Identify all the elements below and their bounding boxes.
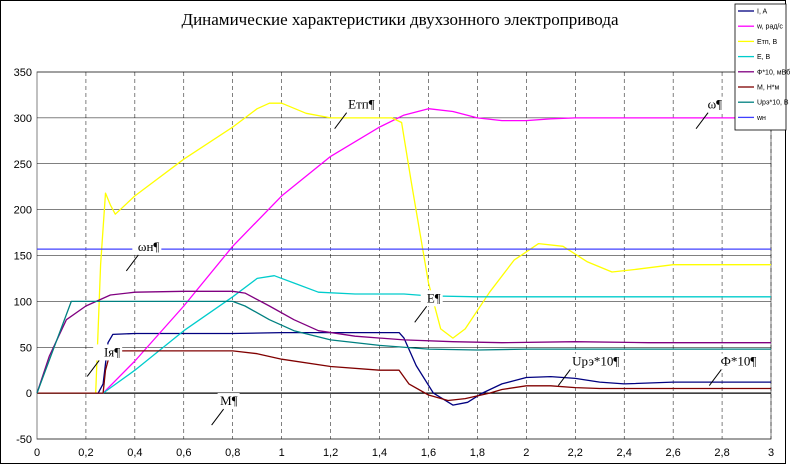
legend-box: [734, 3, 787, 131]
annotation-bg: [93, 344, 123, 361]
series-line-5: [37, 350, 771, 402]
annotation-bg: [217, 393, 240, 410]
y-tick-label: 300: [14, 113, 32, 125]
series-group: [36, 102, 771, 406]
y-tick-label: -50: [16, 434, 32, 446]
x-tick-label: 0,4: [127, 447, 142, 459]
series-line-2: [37, 102, 771, 394]
legend-entry: w, рад/с: [756, 24, 783, 31]
x-tick-label: 0,6: [176, 447, 191, 459]
y-tick-label: 0: [26, 388, 32, 400]
x-tick-label: 2,2: [568, 447, 583, 459]
annotation-leader: [708, 369, 722, 386]
annotation-leader: [334, 112, 348, 129]
y-tick-label: 50: [20, 342, 32, 354]
series-line-6: [36, 300, 771, 394]
annotation-bg: [702, 96, 725, 113]
annotation-label: Uрэ*10¶: [572, 354, 619, 369]
x-tick-label: 2,6: [665, 447, 680, 459]
x-tick-label: 2,4: [617, 447, 632, 459]
y-tick-label: 250: [14, 159, 32, 171]
annotation-bg: [715, 353, 759, 370]
legend-entry: wн: [756, 115, 766, 122]
annotation-label: Е¶: [427, 290, 441, 305]
annotation-bg: [420, 290, 443, 307]
series-line-4: [36, 290, 771, 394]
annotation-leader: [414, 305, 428, 323]
y-tick-label: 150: [14, 251, 32, 263]
x-tick-label: 1,2: [323, 447, 338, 459]
legend-entry: М, Н*м: [757, 85, 780, 92]
series-line-0: [37, 331, 771, 406]
annotation-bg: [564, 353, 622, 370]
legend-entry: Е, В: [757, 54, 771, 61]
annotation-bg: [132, 238, 162, 255]
legend-entry: Ф*10, мВб: [757, 68, 790, 76]
legend: I, A w, рад/с Етп, В Е, В Ф*10, мВб М, Н*м Uрэ…: [734, 3, 790, 131]
annotation-bg: [340, 96, 377, 113]
annotation-label: Iя¶: [104, 344, 120, 359]
x-tick-label: 2: [523, 447, 529, 459]
annotation-leader: [86, 360, 100, 377]
annotation-label: ω¶: [708, 97, 723, 112]
annotation-label: М¶: [220, 393, 238, 408]
annotations: Етп¶ ω¶ ωн¶ Е¶ Iя¶ М¶ Uрэ*10¶ Ф*10¶: [86, 96, 759, 426]
y-tick-label: 350: [14, 67, 32, 79]
annotation-label: ωн¶: [138, 239, 160, 254]
y-tick-label: 100: [14, 296, 32, 308]
legend-entry: Uрэ*10, В: [757, 100, 789, 107]
annotation-label: Ф*10¶: [721, 354, 757, 369]
annotation-leader: [557, 369, 571, 386]
x-tick-label: 1: [279, 447, 285, 459]
annotation-leader: [211, 408, 225, 426]
x-tick-label: 1,8: [470, 447, 485, 459]
annotation-leader: [695, 112, 709, 129]
x-tick-label: 3: [768, 447, 774, 459]
series-line-1: [37, 108, 771, 394]
x-tick-label: 2,8: [714, 447, 729, 459]
x-tick-label: 1,4: [372, 447, 387, 459]
legend-entry: Етп, В: [757, 39, 778, 46]
annotation-label: Етп¶: [348, 97, 375, 112]
annotation-leader: [125, 254, 139, 272]
x-tick-label: 0,2: [78, 447, 93, 459]
x-tick-label: 1,6: [421, 447, 436, 459]
x-tick-label: 0,8: [225, 447, 240, 459]
legend-entry: I, A: [757, 9, 767, 16]
x-tick-label: 0: [34, 447, 40, 459]
chart-title: Динамические характеристики двухзонного …: [181, 10, 618, 29]
y-tick-label: 200: [14, 205, 32, 217]
